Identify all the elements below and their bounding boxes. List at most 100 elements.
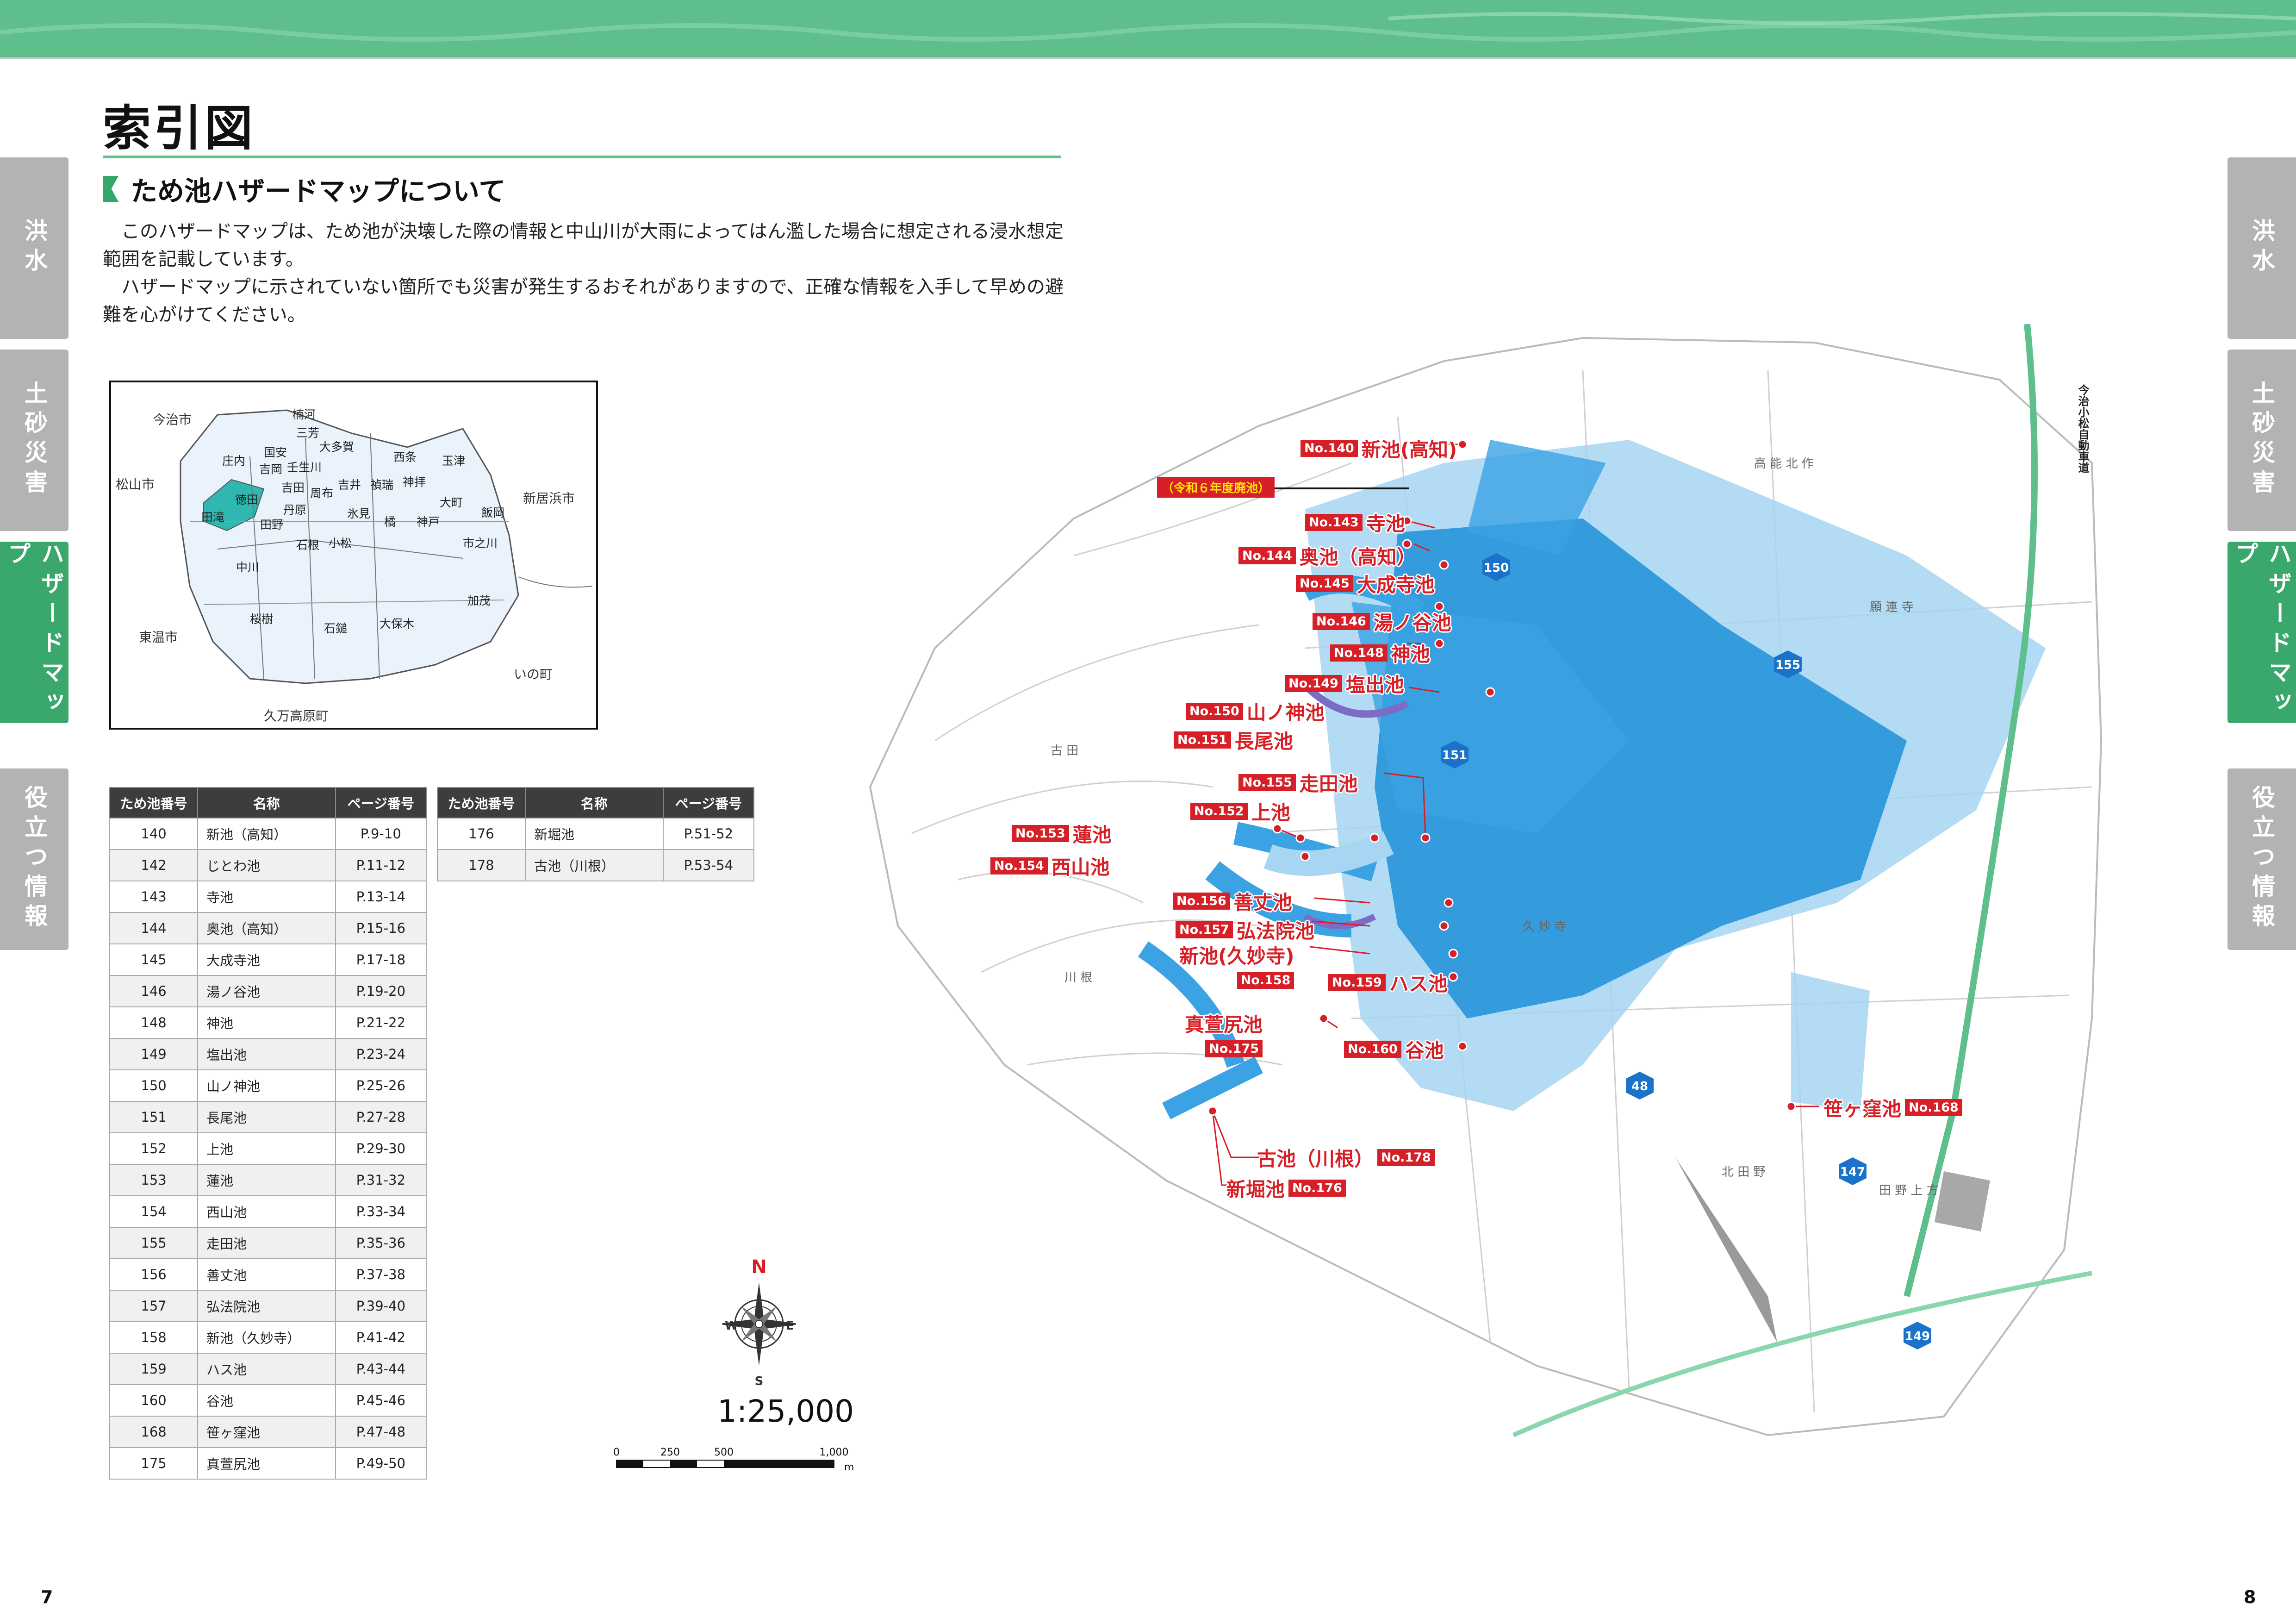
table-cell-name: 新池（久妙寺） <box>197 1321 336 1354</box>
table-cell-page: P.25-26 <box>335 1069 427 1102</box>
tab-flood[interactable]: 洪水 <box>0 157 68 339</box>
table-cell-page: P.13-14 <box>335 881 427 913</box>
table-cell-name: ハス池 <box>197 1353 336 1385</box>
pond-label-158[interactable]: 新池(久妙寺) No.158 <box>1179 941 1294 989</box>
pond-label-154[interactable]: No.154 西山池 <box>990 852 1110 880</box>
district-label: 市之川 <box>463 537 498 550</box>
district-label: 吉井 <box>338 478 361 492</box>
table-cell-no: 178 <box>436 849 526 881</box>
pond-label-151[interactable]: No.151 長尾池 <box>1174 726 1293 754</box>
pond-label-168[interactable]: No.168 笹ヶ窪池 <box>1823 1093 1962 1122</box>
tab-hazard-map[interactable]: ハザードマップ <box>0 542 68 723</box>
intro-paragraph: このハザードマップは、ため池が決壊した際の情報と中山川が大雨によってはん濫した場… <box>103 221 1064 270</box>
district-label: 吉岡 <box>259 462 282 476</box>
table-cell-name: 大成寺池 <box>197 943 336 976</box>
district-label: 神戸 <box>417 515 440 529</box>
wave-pattern <box>0 12 2296 59</box>
table-row: 148 神池 P.21-22 <box>109 1006 427 1039</box>
table-cell-no: 153 <box>109 1164 199 1196</box>
route-149-icon: 149 <box>1904 1322 1931 1349</box>
compass-s: S <box>755 1374 764 1388</box>
intro-text: このハザードマップは、ため池が決壊した際の情報と中山川が大雨によってはん濫した場… <box>103 218 1065 329</box>
pond-label-176[interactable]: No.176 新堀池 <box>1226 1174 1346 1202</box>
tab-landslide[interactable]: 土砂災害 <box>2228 350 2296 531</box>
column-header: ページ番号 <box>662 787 755 818</box>
pond-label-146[interactable]: No.146 湯ノ谷池 <box>1313 607 1451 636</box>
table-cell-name: 善丈池 <box>197 1258 336 1291</box>
table-cell-name: 塩出池 <box>197 1038 336 1070</box>
svg-text:48: 48 <box>1631 1080 1648 1093</box>
keymap-label: 松山市 <box>116 477 155 492</box>
tab-useful-info[interactable]: 役立つ情報 <box>0 768 68 950</box>
pond-label-175[interactable]: 真萱尻池 No.175 <box>1185 1009 1263 1057</box>
table-row: 157 弘法院池 P.39-40 <box>109 1290 427 1322</box>
table-row: 159 ハス池 P.43-44 <box>109 1353 427 1385</box>
table-cell-page: P.21-22 <box>335 1006 427 1039</box>
pond-label-178[interactable]: No.178 古池（川根） <box>1257 1143 1435 1172</box>
district-label: 中川 <box>236 561 259 574</box>
place-name: 田 野 上 方 <box>1879 1184 1939 1198</box>
table-cell-page: P.51-52 <box>662 818 755 850</box>
table-cell-page: P.33-34 <box>335 1195 427 1228</box>
table-cell-no: 156 <box>109 1258 199 1291</box>
pond-label-145[interactable]: No.145 大成寺池 <box>1296 569 1435 598</box>
district-label: 田野 <box>260 518 283 531</box>
column-header: ため池番号 <box>109 787 199 818</box>
route-155-icon: 155 <box>1774 650 1802 678</box>
district-label: 大多賀 <box>319 440 354 454</box>
table-cell-no: 148 <box>109 1006 199 1039</box>
pond-label-150[interactable]: No.150 山ノ神池 <box>1186 697 1325 725</box>
table-cell-no: 157 <box>109 1290 199 1322</box>
tab-landslide[interactable]: 土砂災害 <box>0 350 68 531</box>
district-label: 壬生川 <box>287 461 322 474</box>
svg-text:151: 151 <box>1442 749 1467 762</box>
column-header: ため池番号 <box>436 787 526 818</box>
pond-label-140[interactable]: No.140 新池(高知) <box>1300 434 1457 462</box>
pond-label-149[interactable]: No.149 塩出池 <box>1285 669 1404 698</box>
pond-label-143[interactable]: No.143 寺池 <box>1305 508 1405 537</box>
pond-label-152[interactable]: No.152 上池 <box>1190 797 1290 825</box>
compass-w: W <box>725 1319 738 1333</box>
table-cell-name: 谷池 <box>197 1384 336 1417</box>
scale-bar: 0 250 500 1,000 m <box>609 1444 859 1486</box>
section-marker-icon <box>103 176 118 202</box>
table-cell-no: 140 <box>109 818 199 850</box>
district-label: 三芳 <box>296 426 319 440</box>
key-map-drawing: 今治市 松山市 新居浜市 東温市 いの町 久万高原町 楠河 三芳 国安 大多賀 … <box>116 408 593 724</box>
tab-useful-info[interactable]: 役立つ情報 <box>2228 768 2296 950</box>
pond-label-144[interactable]: No.144 奥池（高知） <box>1238 542 1416 570</box>
pond-index-table-right: ため池番号 名称 ページ番号 176 新堀池 P.51-52 178 古池（川根） P.5… <box>436 787 755 881</box>
table-cell-name: 神池 <box>197 1006 336 1039</box>
keymap-label: 久万高原町 <box>264 708 329 724</box>
district-label: 庄内 <box>222 454 245 468</box>
pond-label-157[interactable]: No.157 弘法院池 <box>1176 916 1314 944</box>
table-row: 158 新池（久妙寺） P.41-42 <box>109 1321 427 1354</box>
column-header: 名称 <box>525 787 664 818</box>
table-cell-name: じとわ池 <box>197 849 336 881</box>
table-row: 149 塩出池 P.23-24 <box>109 1038 427 1070</box>
pond-label-155[interactable]: No.155 走田池 <box>1238 768 1358 797</box>
district-label: 徳田 <box>235 493 258 506</box>
retired-pond-label: （令和６年度廃池） <box>1157 477 1413 498</box>
district-label: 小松 <box>329 537 352 550</box>
district-label: 桜樹 <box>250 612 273 626</box>
hazard-map-drawing: 古 田 川 根 北 田 野 田 野 上 方 久 妙 寺 願 連 寺 高 能 北 … <box>869 324 2103 1437</box>
place-name: 願 連 寺 <box>1870 600 1914 614</box>
table-cell-page: P.41-42 <box>335 1321 427 1354</box>
table-cell-name: 西山池 <box>197 1195 336 1228</box>
table-cell-page: P.27-28 <box>335 1101 427 1133</box>
tab-flood[interactable]: 洪水 <box>2228 157 2296 339</box>
tab-hazard-map[interactable]: ハザードマップ <box>2228 542 2296 723</box>
table-cell-no: 158 <box>109 1321 199 1354</box>
route-151-icon: 151 <box>1441 741 1468 768</box>
table-row: 156 善丈池 P.37-38 <box>109 1258 427 1291</box>
route-150-icon: 150 <box>1482 553 1510 581</box>
pond-label-159[interactable]: No.159 ハス池 <box>1328 968 1448 997</box>
pond-label-153[interactable]: No.153 蓮池 <box>1012 819 1112 848</box>
table-cell-no: 176 <box>436 818 526 850</box>
pond-label-160[interactable]: No.160 谷池 <box>1344 1035 1444 1063</box>
pond-label-156[interactable]: No.156 善丈池 <box>1173 887 1292 915</box>
pond-label-148[interactable]: No.148 神池 <box>1330 639 1430 667</box>
table-row: 150 山ノ神池 P.25-26 <box>109 1069 427 1102</box>
district-label: 丹原 <box>283 503 306 517</box>
